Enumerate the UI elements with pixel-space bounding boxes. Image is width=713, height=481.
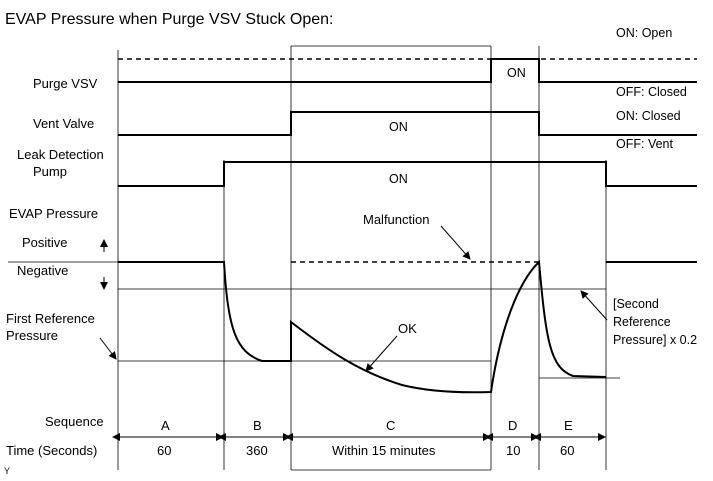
malfunction-label: Malfunction: [363, 212, 429, 227]
vent-valve-legend-off: OFF: Vent: [616, 137, 673, 151]
first-ref-label-line2: Pressure: [6, 328, 58, 343]
first-ref-arrow: [99, 337, 117, 360]
pump-signal: [118, 161, 697, 187]
pressure-curve: [118, 259, 697, 394]
time-b: 360: [246, 443, 268, 458]
vent-valve-on-label: ON: [389, 120, 408, 134]
time-a: 60: [157, 443, 171, 458]
first-ref-label-line1: First Reference: [6, 311, 95, 326]
ok-arrow: [365, 335, 398, 372]
second-ref-label-line2: Reference: [613, 315, 671, 329]
pump-label-line1: Leak Detection: [17, 147, 104, 162]
sequence-step-e: E: [564, 418, 573, 433]
vent-valve-label: Vent Valve: [33, 116, 94, 131]
purge-vsv-row: Purge VSV ON ON: Open OFF: Closed: [33, 26, 697, 99]
vent-valve-signal: [118, 111, 697, 136]
second-ref-arrow: [580, 290, 608, 321]
time-d: 10: [506, 443, 520, 458]
pressure-section: EVAP Pressure Positive Negative Malfunct…: [6, 206, 697, 394]
second-ref-label-line3: Pressure] x 0.2: [613, 333, 697, 347]
malfunction-arrow: [440, 225, 471, 260]
diagram-title: EVAP Pressure when Purge VSV Stuck Open:: [5, 11, 333, 28]
purge-vsv-label: Purge VSV: [33, 76, 98, 91]
sequence-label: Sequence: [45, 414, 104, 429]
sequence-step-d: D: [508, 418, 517, 433]
time-e: 60: [560, 443, 574, 458]
sequence-step-b: B: [253, 418, 262, 433]
purge-vsv-on-label: ON: [507, 66, 526, 80]
phase-boundaries: [117, 45, 607, 471]
second-ref-label-line1: [Second: [613, 297, 659, 311]
sequence-step-c: C: [386, 418, 395, 433]
sequence-step-a: A: [161, 418, 170, 433]
purge-vsv-legend-on: ON: Open: [616, 26, 672, 40]
purge-vsv-signal: [118, 58, 697, 83]
purge-vsv-legend-off: OFF: Closed: [616, 85, 687, 99]
pump-row: Leak Detection Pump ON: [17, 147, 697, 187]
time-c: Within 15 minutes: [332, 443, 436, 458]
footnote: Y: [4, 466, 10, 476]
time-label: Time (Seconds): [6, 443, 97, 458]
sequence-row: Sequence A B C D E: [45, 414, 606, 441]
pressure-label: EVAP Pressure: [9, 206, 98, 221]
ok-label: OK: [398, 321, 417, 336]
vent-valve-row: Vent Valve ON ON: Closed OFF: Vent: [33, 109, 697, 151]
pump-on-label: ON: [389, 172, 408, 186]
pump-label-line2: Pump: [33, 164, 67, 179]
negative-label: Negative: [17, 263, 68, 278]
vent-valve-legend-on: ON: Closed: [616, 109, 681, 123]
positive-label: Positive: [22, 235, 68, 250]
time-row: Time (Seconds) 60 360 Within 15 minutes …: [6, 443, 574, 458]
